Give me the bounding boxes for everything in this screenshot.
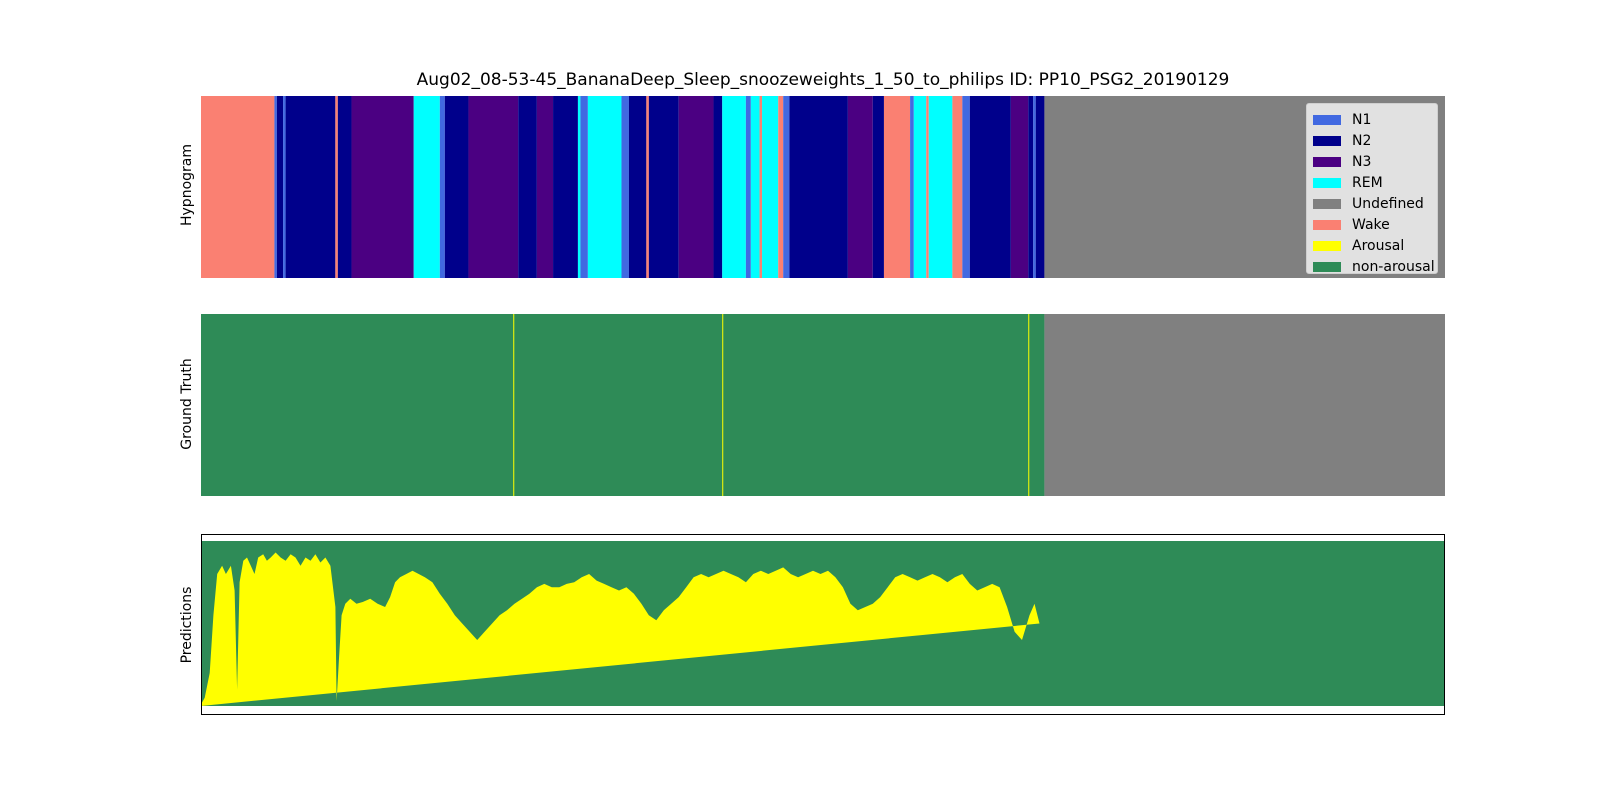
legend-label-undefined: Undefined xyxy=(1352,195,1424,212)
stage-segment-rem xyxy=(722,96,746,278)
stage-segment-wake xyxy=(759,96,763,278)
ground-truth-arousal-event xyxy=(1028,314,1030,496)
stage-segment-n1 xyxy=(1033,96,1036,278)
legend-swatch-rem xyxy=(1313,177,1341,188)
hypnogram-panel xyxy=(201,96,1445,278)
stage-segment-n3 xyxy=(351,96,414,278)
ground-truth-arousal-event xyxy=(722,314,724,496)
legend-label-n3: N3 xyxy=(1352,153,1372,170)
stage-segment-rem xyxy=(762,96,779,278)
legend-item-wake: Wake xyxy=(1313,214,1431,235)
stage-segment-rem xyxy=(913,96,927,278)
ground-truth-arousal-event xyxy=(513,314,515,496)
stage-segment-n2 xyxy=(713,96,723,278)
stage-segment-n1 xyxy=(439,96,445,278)
stage-segment-n2 xyxy=(872,96,884,278)
stage-segment-n2 xyxy=(969,96,1011,278)
ground-truth-non-arousal-region xyxy=(201,314,1045,496)
legend-label-n2: N2 xyxy=(1352,132,1372,149)
stage-segment-rem xyxy=(587,96,622,278)
legend-swatch-n2 xyxy=(1313,135,1341,146)
legend-item-n2: N2 xyxy=(1313,130,1431,151)
legend-item-rem: REM xyxy=(1313,172,1431,193)
stage-segment-n2 xyxy=(648,96,679,278)
legend-label-n1: N1 xyxy=(1352,111,1372,128)
stage-segment-n1 xyxy=(283,96,286,278)
stage-segment-n2 xyxy=(518,96,537,278)
legend-item-non-arousal: non-arousal xyxy=(1313,256,1435,277)
stage-segment-n3 xyxy=(847,96,873,278)
stage-segment-rem xyxy=(928,96,953,278)
legend-item-n1: N1 xyxy=(1313,109,1431,130)
legend-item-arousal: Arousal xyxy=(1313,235,1431,256)
stage-segment-n3 xyxy=(468,96,519,278)
legend-swatch-non-arousal xyxy=(1313,261,1341,272)
legend-swatch-arousal xyxy=(1313,240,1341,251)
legend-label-non-arousal: non-arousal xyxy=(1352,258,1435,275)
stage-segment-wake xyxy=(952,96,963,278)
stage-segment-wake xyxy=(883,96,911,278)
stage-segment-n3 xyxy=(678,96,714,278)
stage-segment-n1 xyxy=(274,96,277,278)
predictions-panel xyxy=(201,534,1445,715)
legend: N1 N2 N3 REM Undefined Wake Arousal non-… xyxy=(1306,103,1438,277)
stage-segment-wake xyxy=(201,96,275,278)
stage-segment-n1 xyxy=(910,96,914,278)
ground-truth-undefined-region xyxy=(1044,314,1445,496)
stage-segment-n2 xyxy=(1035,96,1045,278)
stage-segment-rem xyxy=(750,96,760,278)
stage-segment-n1 xyxy=(745,96,751,278)
prediction-arousal-area xyxy=(201,552,1040,706)
stage-segment-n1 xyxy=(580,96,588,278)
stage-segment-n2 xyxy=(444,96,469,278)
stage-segment-rem xyxy=(577,96,581,278)
legend-item-undefined: Undefined xyxy=(1313,193,1431,214)
stage-segment-n2 xyxy=(553,96,578,278)
legend-label-arousal: Arousal xyxy=(1352,237,1405,254)
stage-segment-n1 xyxy=(962,96,970,278)
chart-title: Aug02_08-53-45_BananaDeep_Sleep_snoozewe… xyxy=(416,70,1230,90)
legend-item-n3: N3 xyxy=(1313,151,1431,172)
legend-swatch-undefined xyxy=(1313,198,1341,209)
stage-segment-wake xyxy=(646,96,649,278)
stage-segment-n2 xyxy=(628,96,647,278)
stage-segment-n3 xyxy=(536,96,554,278)
ground-truth-panel xyxy=(201,314,1445,496)
predictions-frame xyxy=(201,534,1445,715)
stage-segment-n3 xyxy=(1010,96,1029,278)
stage-segment-wake xyxy=(335,96,338,278)
legend-label-rem: REM xyxy=(1352,174,1383,191)
legend-label-wake: Wake xyxy=(1352,216,1390,233)
stage-segment-n2 xyxy=(337,96,352,278)
stage-segment-wake xyxy=(926,96,929,278)
stage-segment-n2 xyxy=(789,96,848,278)
legend-swatch-n3 xyxy=(1313,156,1341,167)
legend-swatch-n1 xyxy=(1313,114,1341,125)
stage-segment-n2 xyxy=(276,96,284,278)
stage-segment-n2 xyxy=(285,96,336,278)
stage-segment-rem xyxy=(413,96,440,278)
stage-segment-n2 xyxy=(1028,96,1034,278)
legend-swatch-wake xyxy=(1313,219,1341,230)
stage-segment-wake xyxy=(778,96,784,278)
stage-segment-n1 xyxy=(621,96,629,278)
stage-segment-n1 xyxy=(783,96,790,278)
